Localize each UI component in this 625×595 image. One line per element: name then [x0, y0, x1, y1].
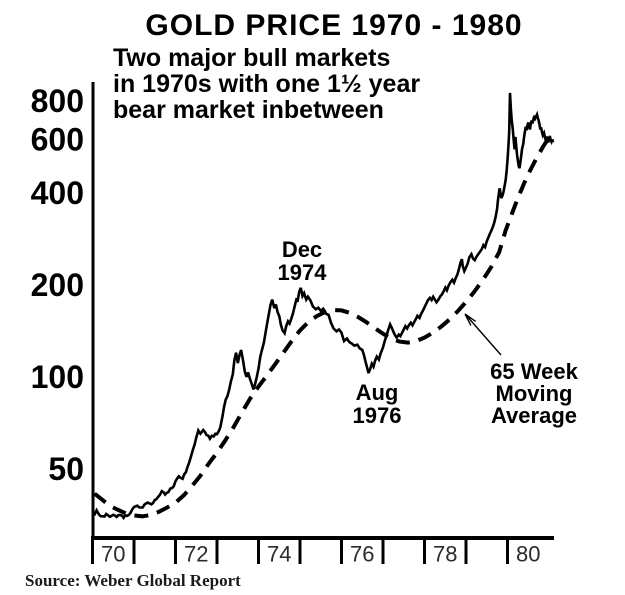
- subtitle-line-1: Two major bull markets: [113, 44, 390, 72]
- x-axis-label: 72: [184, 542, 208, 567]
- y-axis-label: 800: [31, 83, 84, 119]
- chart-title: GOLD PRICE 1970 - 1980: [145, 9, 522, 42]
- trough-label-line-2: 1976: [353, 403, 402, 428]
- chart-series: [93, 92, 555, 521]
- chart-subtitle: Two major bull markets in 1970s with one…: [113, 44, 420, 124]
- annotation-dec-1974: Dec 1974: [278, 237, 328, 285]
- x-axis-ticks: [91, 540, 509, 564]
- y-axis-label: 600: [31, 121, 84, 157]
- ma-label-line-3: Average: [491, 403, 577, 428]
- annotation-moving-average: 65 Week Moving Average: [464, 313, 579, 428]
- trough-label-line-1: Aug: [356, 380, 399, 405]
- y-axis-label: 400: [31, 175, 84, 211]
- x-axis-label: 80: [516, 542, 540, 567]
- annotation-aug-1976: Aug 1976: [353, 380, 402, 428]
- moving-average-line: [93, 136, 551, 519]
- x-axis-labels: 70 72 74 76 78 80: [101, 542, 540, 567]
- ma-label-line-1: 65 Week: [490, 359, 578, 384]
- x-axis-label: 74: [267, 542, 291, 567]
- x-axis-label: 76: [350, 542, 374, 567]
- source-credit: Source: Weber Global Report: [25, 571, 241, 590]
- peak-label-line-1: Dec: [282, 237, 322, 262]
- x-axis-label: 78: [433, 542, 457, 567]
- y-axis-label: 200: [31, 267, 84, 303]
- subtitle-line-2: in 1970s with one 1½ year: [113, 70, 420, 98]
- gold-price-line: [93, 92, 555, 521]
- ma-label-line-2: Moving: [496, 381, 573, 406]
- y-axis-label: 50: [48, 451, 84, 487]
- ma-pointer-arrow: [464, 313, 502, 356]
- y-axis-label: 100: [31, 359, 84, 395]
- subtitle-line-3: bear market inbetween: [113, 96, 384, 124]
- peak-label-line-2: 1974: [278, 260, 328, 285]
- x-axis-label: 70: [101, 542, 125, 567]
